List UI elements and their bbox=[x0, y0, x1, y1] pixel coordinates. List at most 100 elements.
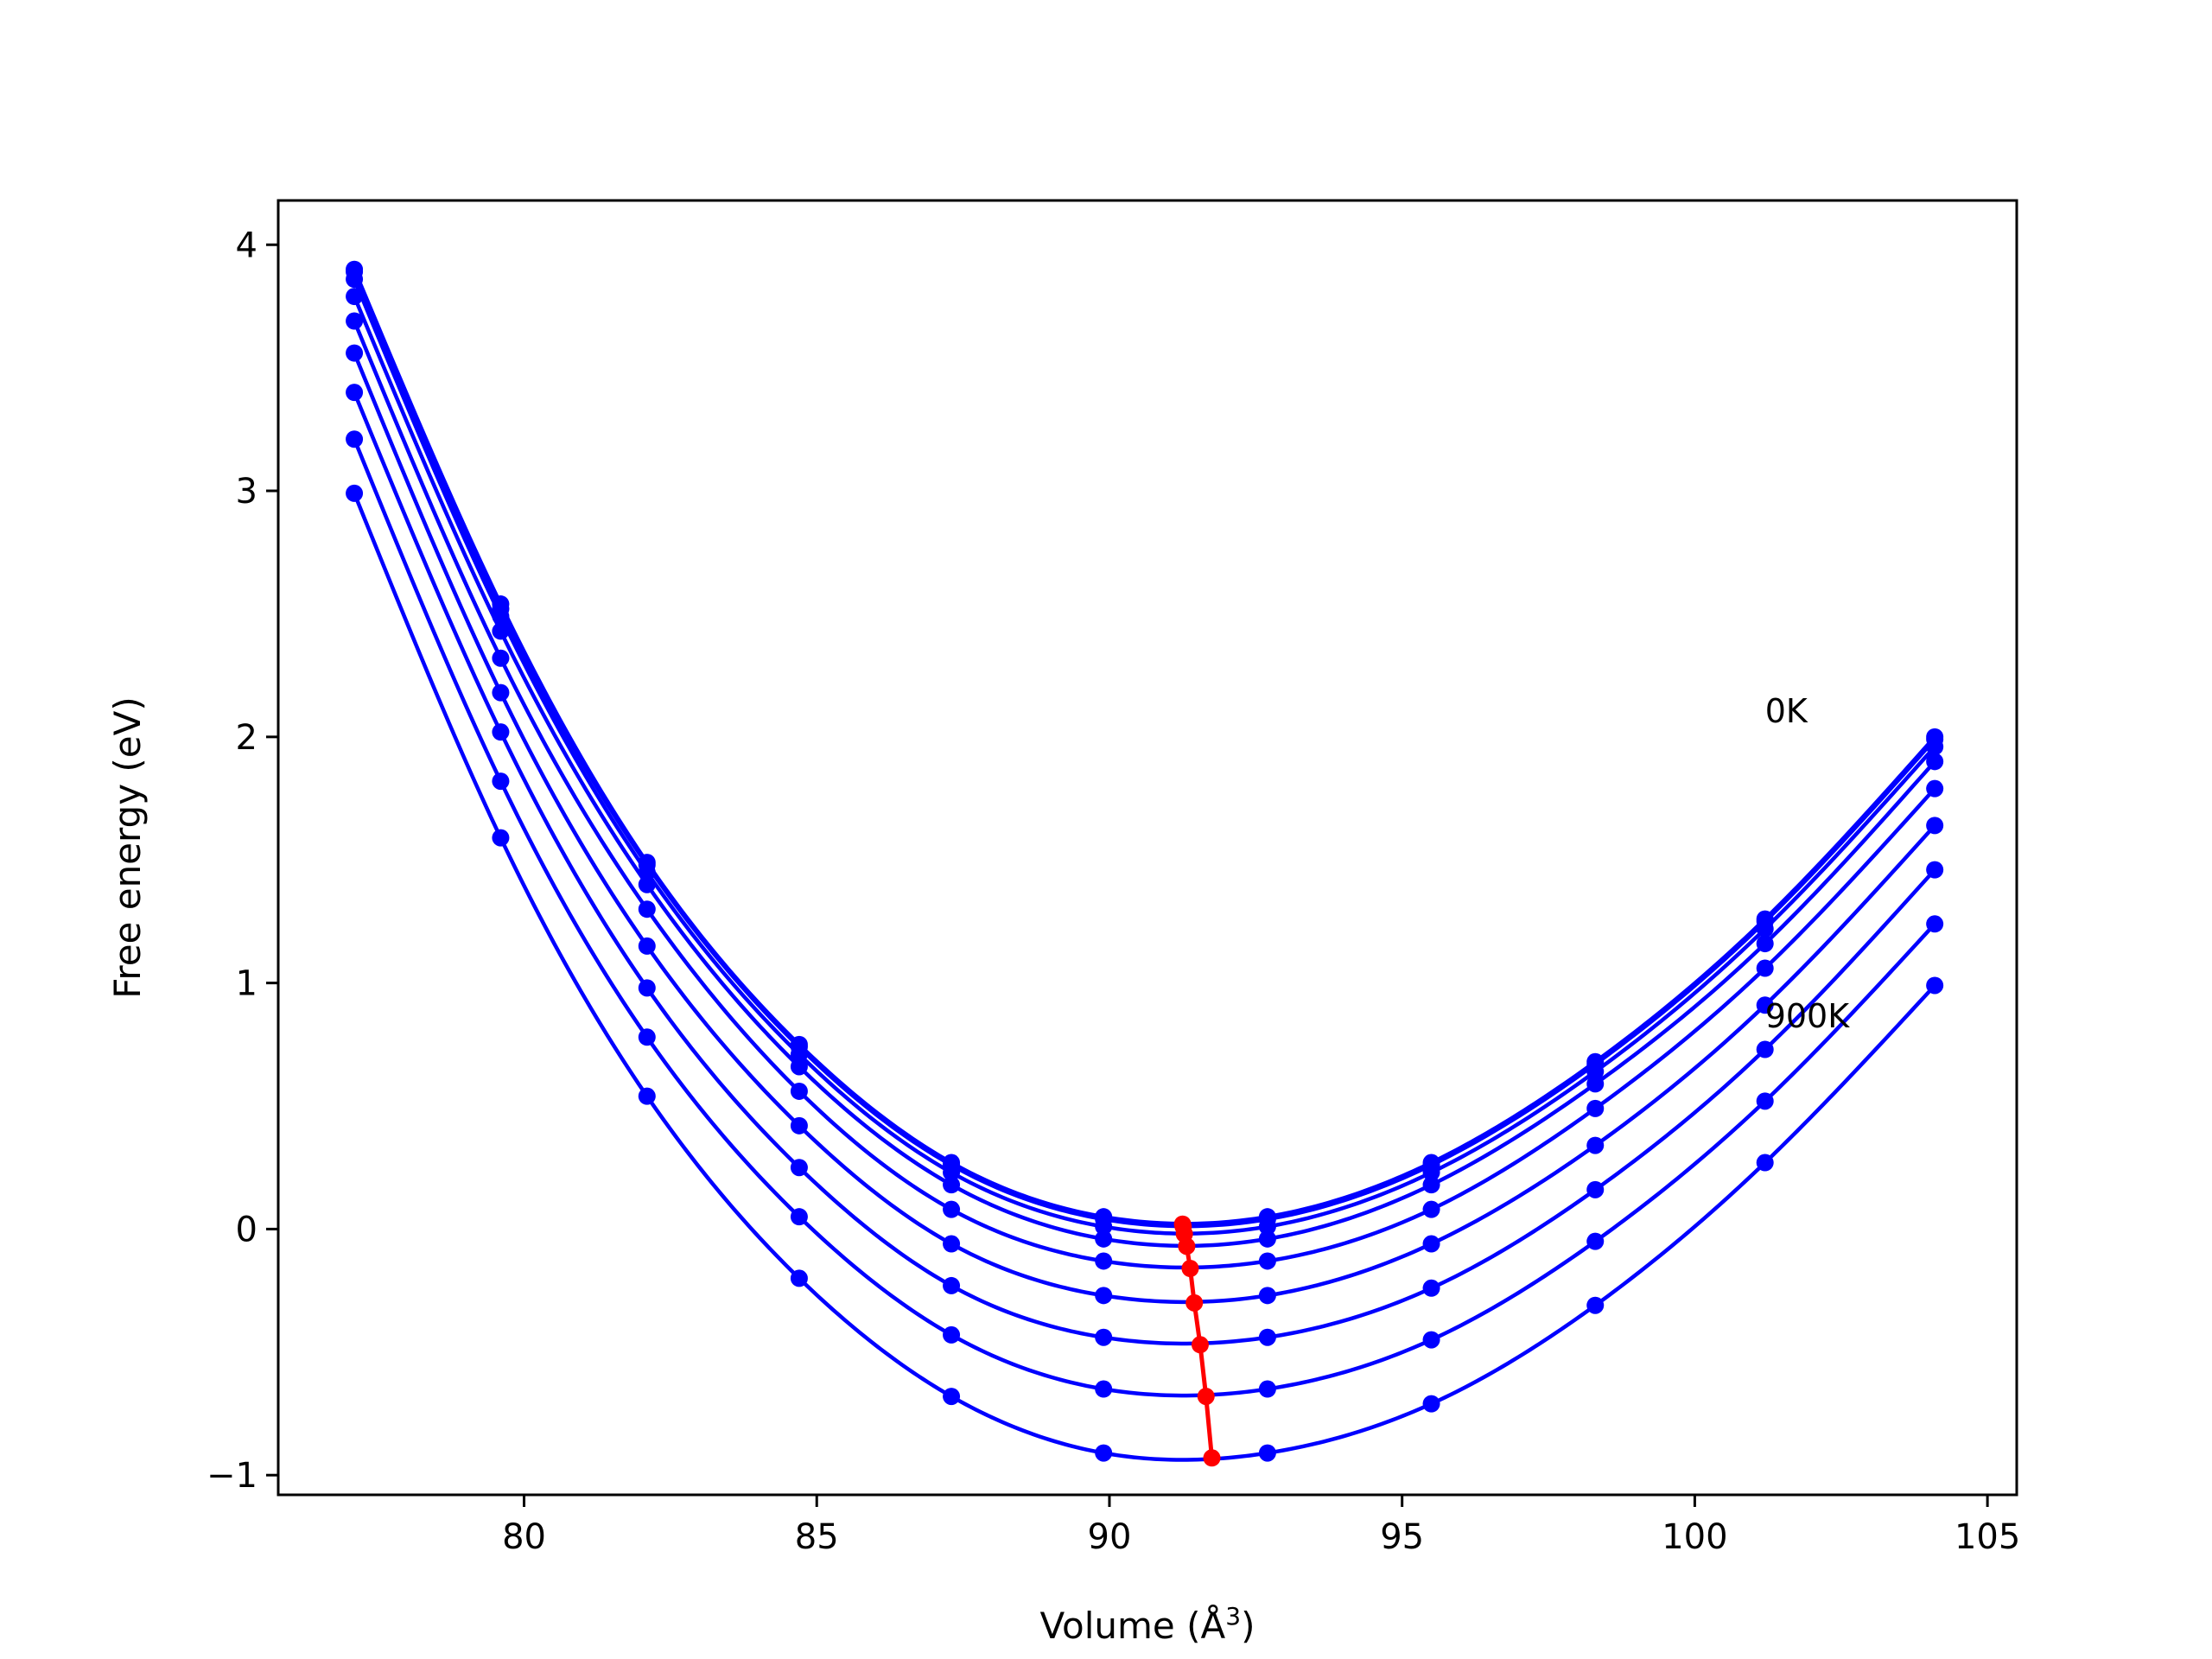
data-point-5-7 bbox=[1422, 1235, 1440, 1253]
x-tick-label-105: 105 bbox=[1955, 1517, 2020, 1557]
data-point-6-8 bbox=[1586, 1180, 1605, 1198]
data-point-2-0 bbox=[346, 270, 364, 289]
free-energy-curve-3 bbox=[352, 296, 1936, 1249]
data-point-4-4 bbox=[943, 1200, 961, 1218]
data-point-5-2 bbox=[638, 937, 656, 955]
data-point-3-5 bbox=[1095, 1230, 1113, 1248]
data-point-8-0 bbox=[346, 484, 364, 502]
data-point-5-3 bbox=[790, 1116, 808, 1135]
data-point-6-1 bbox=[492, 723, 510, 741]
equilibrium-point-5 bbox=[1185, 1294, 1204, 1312]
data-point-7-4 bbox=[943, 1325, 961, 1344]
data-point-4-9 bbox=[1756, 959, 1774, 977]
data-point-3-7 bbox=[1422, 1176, 1440, 1194]
data-point-6-2 bbox=[638, 979, 656, 997]
data-point-7-9 bbox=[1756, 1092, 1774, 1110]
data-point-8-10 bbox=[1926, 976, 1944, 995]
data-point-5-10 bbox=[1926, 817, 1944, 835]
data-point-6-5 bbox=[1095, 1328, 1113, 1346]
equilibrium-point-8 bbox=[1203, 1449, 1221, 1467]
data-point-5-1 bbox=[492, 683, 510, 702]
data-point-6-4 bbox=[943, 1276, 961, 1294]
data-point-7-2 bbox=[638, 1028, 656, 1046]
equilibrium-point-3 bbox=[1178, 1237, 1196, 1255]
y-tick-label-5: 4 bbox=[236, 226, 257, 265]
data-point-7-6 bbox=[1258, 1380, 1276, 1398]
data-point-3-2 bbox=[638, 875, 656, 893]
plot-frame bbox=[276, 199, 2018, 1497]
data-point-3-3 bbox=[790, 1058, 808, 1076]
data-point-4-1 bbox=[492, 649, 510, 667]
x-tick-label-95: 95 bbox=[1380, 1517, 1424, 1557]
y-tick-label-2: 1 bbox=[236, 964, 257, 1004]
data-point-5-9 bbox=[1756, 996, 1774, 1014]
data-point-8-4 bbox=[943, 1388, 961, 1406]
data-point-2-6 bbox=[1258, 1217, 1276, 1236]
data-point-5-0 bbox=[346, 344, 364, 362]
data-point-7-1 bbox=[492, 772, 510, 791]
data-point-3-9 bbox=[1756, 935, 1774, 953]
data-point-3-4 bbox=[943, 1176, 961, 1194]
x-tick-label-100: 100 bbox=[1662, 1517, 1727, 1557]
data-point-8-9 bbox=[1756, 1154, 1774, 1172]
data-point-8-6 bbox=[1258, 1444, 1276, 1462]
data-point-2-10 bbox=[1926, 738, 1944, 756]
equilibrium-point-6 bbox=[1191, 1336, 1209, 1354]
annotation-layer: 0K 900K bbox=[1765, 692, 1851, 1035]
data-point-7-10 bbox=[1926, 915, 1944, 933]
data-point-3-6 bbox=[1258, 1230, 1276, 1248]
free-energy-curve-2 bbox=[352, 278, 1936, 1236]
data-point-5-4 bbox=[943, 1235, 961, 1253]
data-point-5-5 bbox=[1095, 1287, 1113, 1305]
data-point-7-0 bbox=[346, 430, 364, 448]
y-tick-label-3: 2 bbox=[236, 718, 257, 758]
data-point-3-1 bbox=[492, 622, 510, 640]
data-point-2-4 bbox=[943, 1163, 961, 1181]
temperature-annotation-1: 900K bbox=[1765, 997, 1851, 1035]
data-point-8-8 bbox=[1586, 1296, 1605, 1314]
data-point-2-8 bbox=[1586, 1063, 1605, 1081]
data-point-6-9 bbox=[1756, 1040, 1774, 1058]
data-point-6-0 bbox=[346, 384, 364, 402]
equilibrium-volume-layer bbox=[1173, 1215, 1221, 1467]
free-energy-curve-1 bbox=[352, 270, 1936, 1229]
data-point-4-0 bbox=[346, 312, 364, 330]
free-energy-curve-5 bbox=[352, 352, 1936, 1305]
data-point-5-6 bbox=[1258, 1287, 1276, 1305]
x-tick-label-90: 90 bbox=[1088, 1517, 1132, 1557]
data-point-4-6 bbox=[1258, 1252, 1276, 1270]
data-point-7-5 bbox=[1095, 1380, 1113, 1398]
data-point-2-9 bbox=[1756, 919, 1774, 938]
data-point-3-8 bbox=[1586, 1075, 1605, 1093]
data-point-6-3 bbox=[790, 1159, 808, 1177]
equilibrium-point-7 bbox=[1197, 1388, 1215, 1406]
x-axis-label-close: ) bbox=[1241, 1605, 1255, 1647]
data-point-7-7 bbox=[1422, 1331, 1440, 1349]
data-point-8-7 bbox=[1422, 1395, 1440, 1413]
y-tick-label-0: −1 bbox=[207, 1456, 257, 1496]
data-point-7-8 bbox=[1586, 1232, 1605, 1250]
data-point-6-6 bbox=[1258, 1328, 1276, 1346]
data-point-4-7 bbox=[1422, 1200, 1440, 1218]
y-tick-label-1: 0 bbox=[236, 1210, 257, 1249]
data-point-2-3 bbox=[790, 1046, 808, 1064]
data-point-5-8 bbox=[1586, 1136, 1605, 1154]
data-point-4-3 bbox=[790, 1082, 808, 1100]
data-point-8-3 bbox=[790, 1269, 808, 1287]
x-axis-label-main: Volume (Å bbox=[1040, 1604, 1226, 1647]
data-point-8-1 bbox=[492, 829, 510, 847]
data-point-4-10 bbox=[1926, 779, 1944, 798]
free-energy-curve-4 bbox=[352, 320, 1936, 1270]
data-point-4-8 bbox=[1586, 1099, 1605, 1117]
y-axis-label: Free energy (eV) bbox=[106, 696, 149, 999]
data-point-4-5 bbox=[1095, 1252, 1113, 1270]
x-axis-label-superscript: 3 bbox=[1225, 1602, 1241, 1630]
data-point-2-7 bbox=[1422, 1163, 1440, 1181]
y-tick-label-4: 3 bbox=[236, 472, 257, 512]
free-energy-curve-6 bbox=[352, 391, 1936, 1346]
equilibrium-point-4 bbox=[1181, 1259, 1199, 1277]
data-point-6-7 bbox=[1422, 1279, 1440, 1297]
x-axis-label: Volume (Å3) bbox=[1040, 1602, 1255, 1647]
free-energy-curve-8 bbox=[352, 493, 1936, 1462]
